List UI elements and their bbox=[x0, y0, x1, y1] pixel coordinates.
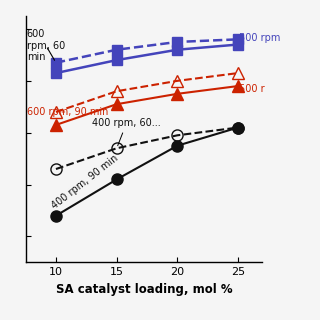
Text: 600 rpm, 90 min: 600 rpm, 90 min bbox=[27, 107, 108, 117]
Text: 400 rpm, 60...: 400 rpm, 60... bbox=[92, 117, 161, 146]
X-axis label: SA catalyst loading, mol %: SA catalyst loading, mol % bbox=[56, 283, 232, 296]
Text: 400 rpm, 90 min: 400 rpm, 90 min bbox=[50, 153, 120, 211]
Text: 600
rpm, 60
min: 600 rpm, 60 min bbox=[27, 29, 65, 62]
Text: 500 rpm: 500 rpm bbox=[239, 33, 281, 43]
Text: 500 r: 500 r bbox=[239, 84, 265, 94]
